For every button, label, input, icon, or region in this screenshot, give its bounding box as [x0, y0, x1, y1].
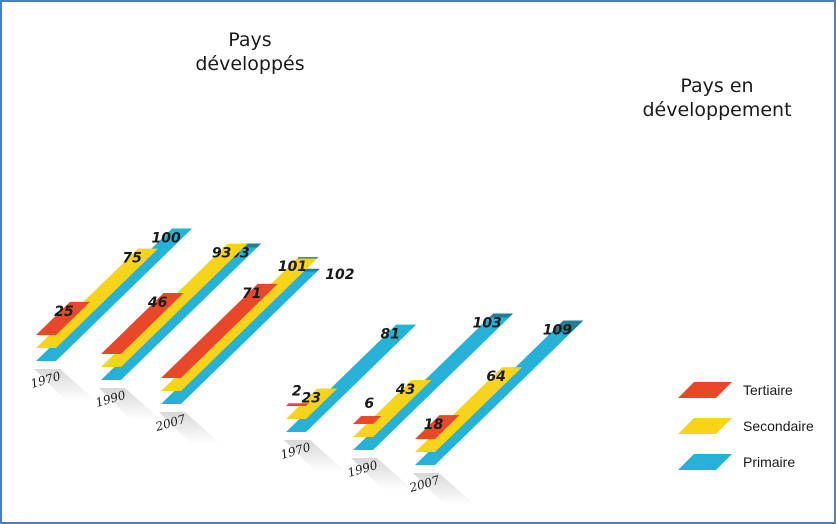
legend-label-tertiaire: Tertiaire: [743, 382, 793, 398]
bar-developing-1970-tertiaire: [286, 403, 309, 406]
bar-developed-2007-secondaire-over-100: [297, 257, 319, 259]
value-label-developing-1990-secondaire: 43: [395, 382, 415, 398]
bar-shadow: [99, 388, 161, 420]
value-label-developed-2007-primaire: 102: [325, 267, 354, 283]
bar-developed-1970-tertiaire: [36, 301, 90, 335]
legend: Tertiaire Secondaire Primaire: [678, 382, 814, 470]
value-label-developed-1970-tertiaire: 25: [54, 304, 74, 320]
value-label-developing-2007-tertiaire: 18: [424, 417, 444, 433]
value-label-developing-1970-secondaire: 23: [302, 391, 321, 407]
legend-swatch-primaire: [678, 454, 732, 470]
bar-developing-1990-tertiaire: [353, 416, 382, 424]
value-label-developed-1990-tertiaire: 46: [147, 295, 168, 311]
value-label-developed-1970-primaire: 100: [151, 231, 180, 247]
legend-label-secondaire: Secondaire: [743, 418, 814, 434]
bar-developing-1990-primaire-over-100: [489, 313, 514, 318]
value-label-developed-1990-secondaire: 93: [212, 246, 231, 262]
bar-shadow: [351, 458, 413, 490]
bar-developed-1990-tertiaire: [101, 293, 184, 354]
legend-swatch-secondaire: [678, 418, 732, 434]
bar-developing-1970-secondaire: [286, 388, 338, 419]
value-label-developing-1970-primaire: 81: [381, 327, 400, 343]
bar-shadow: [34, 369, 96, 401]
bar-shadow: [284, 440, 346, 472]
bar-developing-2007-primaire-over-100: [551, 320, 584, 333]
value-label-developed-2007-secondaire: 101: [278, 259, 307, 275]
value-label-developing-1970-tertiaire: 2: [292, 383, 302, 399]
legend-label-primaire: Primaire: [743, 454, 795, 470]
value-label-developing-2007-primaire: 109: [543, 323, 572, 339]
group-title-developing: Pays en développement: [642, 75, 791, 121]
bar-developed-2007-tertiaire: [161, 283, 278, 378]
value-label-developing-1990-tertiaire: 6: [364, 396, 374, 412]
value-label-developed-1970-secondaire: 75: [122, 251, 142, 267]
bar-shadow: [413, 473, 475, 505]
bar-shadow: [159, 412, 221, 444]
legend-swatch-tertiaire: [678, 382, 732, 398]
value-label-developed-2007-tertiaire: 71: [242, 286, 261, 302]
value-label-developing-1990-primaire: 103: [473, 316, 502, 332]
value-label-developing-2007-secondaire: 64: [486, 369, 505, 385]
bar-developing-2007-tertiaire: [415, 415, 460, 439]
group-title-developed: Pays développés: [195, 29, 304, 75]
